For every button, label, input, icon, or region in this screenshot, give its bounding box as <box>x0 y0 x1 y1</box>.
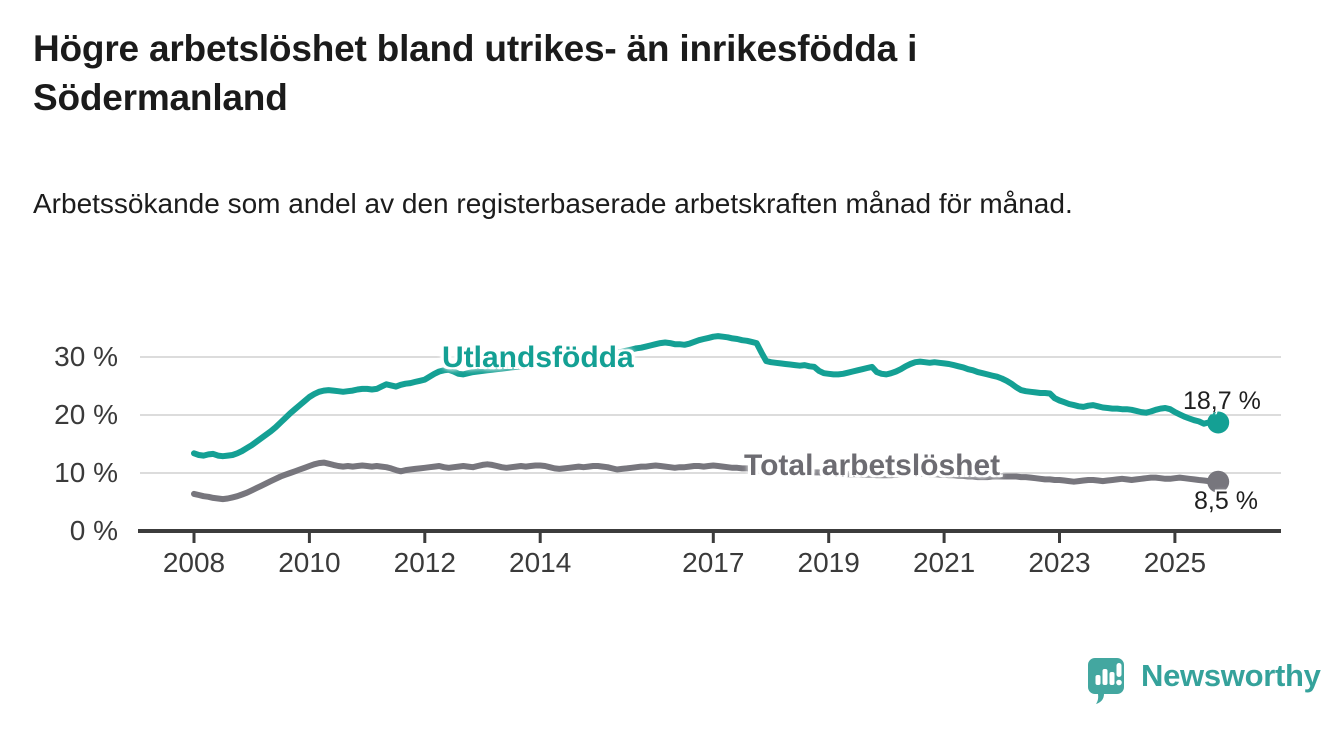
series-line-1 <box>191 459 1222 503</box>
y-tick-label: 0 % <box>69 515 118 546</box>
x-tick-label: 2023 <box>1028 547 1091 578</box>
x-tick-label: 2014 <box>509 547 572 578</box>
x-tick-label: 2017 <box>682 547 745 578</box>
series-label-utlandsfodda: Utlandsfödda <box>442 341 634 374</box>
exclamation-stroke <box>1116 663 1122 677</box>
bar-2 <box>1102 669 1108 685</box>
y-tick-label: 20 % <box>54 399 118 430</box>
series-end-dot-0 <box>1207 411 1230 434</box>
y-tick-label: 10 % <box>54 457 118 488</box>
series-line-0 <box>191 333 1222 460</box>
exclamation-dot <box>1116 679 1122 686</box>
chart-title: Högre arbetslöshet bland utrikes- än inr… <box>33 28 918 119</box>
series-end-dot-1 <box>1207 470 1230 493</box>
newsworthy-logo[interactable]: Newsworthy <box>1086 656 1321 706</box>
bar-3 <box>1109 672 1115 685</box>
end-value-label-utlandsfodda: 18,7 % <box>1183 387 1261 415</box>
x-tick-label: 2021 <box>912 547 976 578</box>
series-label-total-arbetsloshet: Total arbetslöshet <box>744 449 1001 482</box>
x-tick-label: 2019 <box>797 547 860 578</box>
x-tick-label: 2008 <box>162 547 226 578</box>
plot-svg <box>138 333 1281 543</box>
bar-1 <box>1095 675 1101 685</box>
y-tick-label: 30 % <box>54 341 118 372</box>
newsworthy-logo-icon <box>1088 658 1124 704</box>
x-tick-label: 2012 <box>393 547 456 578</box>
chart-subtitle: Arbetssökande som andel av den registerb… <box>33 188 1073 219</box>
x-tick-label: 2025 <box>1143 547 1207 578</box>
x-tick-label: 2010 <box>278 547 341 578</box>
end-value-label-total-arbetsloshet: 8,5 % <box>1194 487 1258 515</box>
newsworthy-logo-text: Newsworthy <box>1141 658 1321 693</box>
